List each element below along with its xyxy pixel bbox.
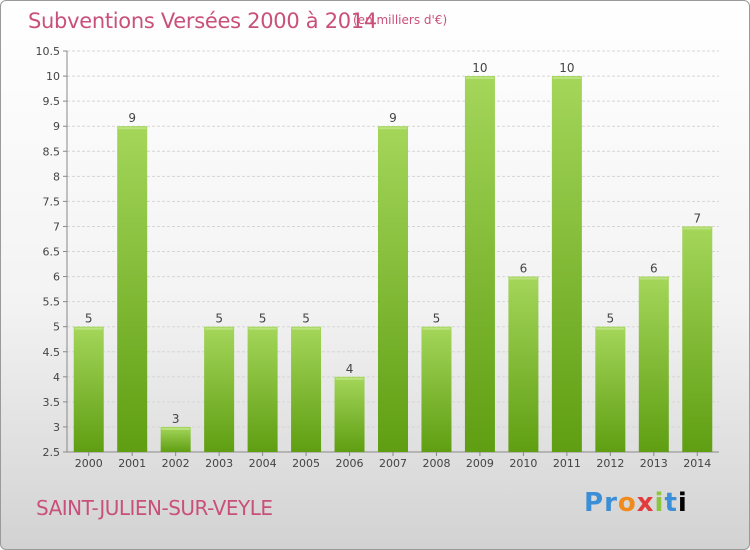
bar-highlight: [552, 77, 581, 80]
bar-2000: [73, 326, 104, 452]
bar-2002: [160, 426, 191, 452]
logo-letter: o: [617, 488, 637, 518]
x-tick-label: 2009: [466, 457, 494, 470]
bar-2005: [291, 326, 322, 452]
logo-letter: x: [636, 488, 655, 518]
x-tick-label: 2007: [379, 457, 407, 470]
chart-unit: (en milliers d'€): [353, 13, 448, 27]
value-label: 5: [302, 312, 310, 326]
y-tick-label: 5: [53, 321, 60, 334]
value-label: 4: [346, 362, 354, 376]
x-tick-label: 2010: [509, 457, 537, 470]
y-tick-label: 10.5: [36, 45, 61, 58]
bar-highlight: [422, 327, 451, 330]
logo-letter: r: [604, 488, 618, 518]
labels: 2.5 3 3.5 4 4.5 5 5.5 6 6.5 7 7.5 8 8.5 9 9.5 10 10.5 5 20…: [36, 45, 712, 470]
y-tick-label: 8.5: [43, 145, 61, 158]
x-tick-label: 2014: [683, 457, 711, 470]
y-tick-label: 10: [46, 70, 60, 83]
x-tick-label: 2002: [162, 457, 190, 470]
x-tick-label: 2005: [292, 457, 320, 470]
bar-highlight: [205, 327, 234, 330]
x-tick-label: 2001: [118, 457, 146, 470]
bar-2004: [247, 326, 278, 452]
bar-highlight: [74, 327, 103, 330]
bar-2011: [551, 76, 582, 452]
value-label: 10: [559, 61, 574, 75]
bar-2007: [378, 126, 408, 452]
bar-highlight: [161, 427, 190, 430]
bar-highlight: [335, 377, 364, 380]
bar-highlight: [379, 127, 407, 130]
value-label: 5: [85, 312, 93, 326]
bar-2003: [204, 326, 235, 452]
logo-letter: i: [677, 488, 688, 518]
logo-letter: t: [664, 488, 678, 518]
location-name: SAINT-JULIEN-SUR-VEYLE: [36, 496, 273, 520]
value-label: 5: [607, 312, 615, 326]
x-tick-label: 2012: [596, 457, 624, 470]
bar-2001: [117, 126, 148, 452]
value-label: 5: [215, 312, 223, 326]
bar-highlight: [683, 227, 712, 230]
x-tick-label: 2003: [205, 457, 233, 470]
y-tick-label: 4: [53, 371, 60, 384]
chart-title: Subventions Versées 2000 à 2014: [28, 9, 377, 33]
x-tick-label: 2013: [640, 457, 668, 470]
bar-2006: [334, 376, 365, 452]
x-tick-label: 2011: [553, 457, 581, 470]
logo-letter: P: [584, 488, 605, 518]
bar-highlight: [118, 127, 147, 130]
proxiti-logo: Proxiti: [584, 488, 688, 518]
bar-highlight: [248, 327, 277, 330]
value-label: 9: [389, 111, 397, 125]
bar-highlight: [292, 327, 321, 330]
value-label: 9: [128, 111, 136, 125]
y-tick-label: 2.5: [43, 446, 61, 459]
value-label: 3: [172, 412, 180, 426]
bar-highlight: [596, 327, 625, 330]
logo-letter: i: [654, 488, 665, 518]
value-label: 7: [693, 211, 701, 225]
bar-2012: [595, 326, 626, 452]
x-tick-label: 2000: [75, 457, 103, 470]
value-label: 5: [433, 312, 441, 326]
y-tick-label: 3.5: [43, 396, 61, 409]
y-tick-label: 8: [53, 170, 60, 183]
x-tick-label: 2006: [336, 457, 364, 470]
y-tick-label: 7.5: [43, 195, 61, 208]
y-tick-label: 9: [53, 120, 60, 133]
bar-2013: [638, 276, 669, 452]
y-tick-label: 5.5: [43, 296, 61, 309]
bar-2008: [421, 326, 452, 452]
x-tick-label: 2008: [422, 457, 450, 470]
y-tick-label: 7: [53, 220, 60, 233]
y-tick-label: 3: [53, 421, 60, 434]
value-label: 6: [650, 262, 658, 276]
x-tick-label: 2004: [249, 457, 277, 470]
bars: [73, 76, 713, 452]
bar-highlight: [465, 77, 494, 80]
value-label: 5: [259, 312, 267, 326]
value-label: 6: [520, 262, 528, 276]
bar-highlight: [509, 277, 538, 280]
value-label: 10: [472, 61, 487, 75]
y-tick-label: 6.5: [43, 246, 61, 259]
bar-2009: [464, 76, 495, 452]
bar-2010: [508, 276, 539, 452]
y-tick-label: 6: [53, 271, 60, 284]
bar-2014: [682, 226, 713, 452]
y-tick-label: 4.5: [43, 346, 61, 359]
bar-highlight: [639, 277, 668, 280]
y-tick-label: 9.5: [43, 95, 61, 108]
